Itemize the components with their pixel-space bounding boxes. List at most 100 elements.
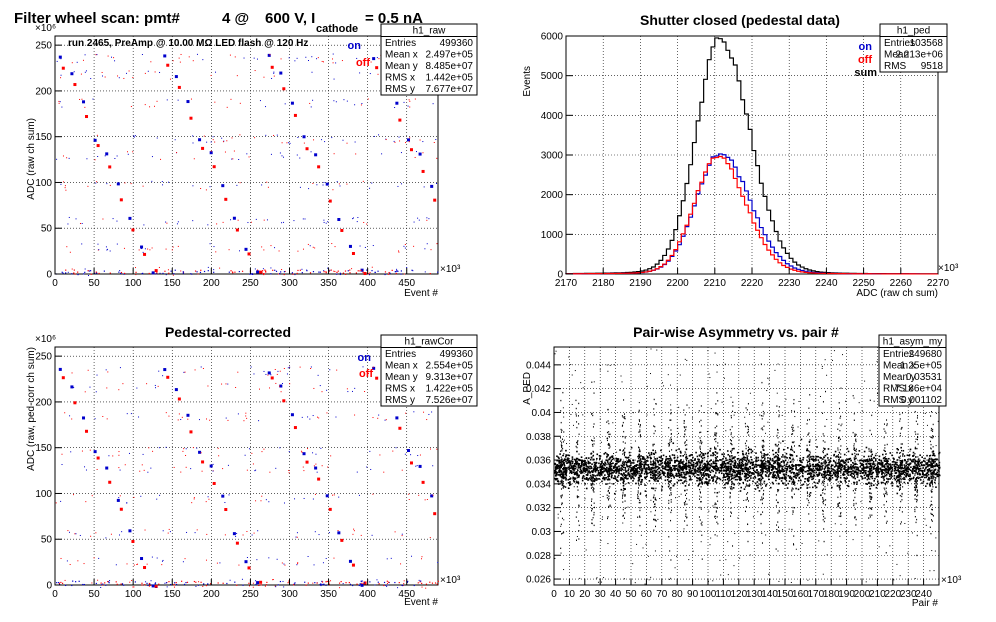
asym-spike-dot bbox=[590, 487, 592, 489]
asym-dot bbox=[581, 471, 584, 474]
scatter-dot bbox=[200, 581, 202, 583]
scatter-dot bbox=[363, 221, 365, 223]
scatter-dot bbox=[130, 413, 132, 415]
asym-dot bbox=[555, 465, 558, 467]
scatter-dot bbox=[146, 563, 148, 565]
scatter-dot bbox=[123, 584, 125, 586]
asym-spike-dot bbox=[562, 487, 564, 489]
asym-dot bbox=[830, 465, 833, 468]
asym-dot bbox=[685, 462, 688, 464]
scatter-dot bbox=[178, 57, 180, 59]
scatter-dot bbox=[418, 219, 420, 221]
scatter-dot bbox=[155, 586, 157, 588]
asym-dot bbox=[723, 453, 725, 455]
asym-dot bbox=[883, 475, 885, 478]
scatter-dot bbox=[316, 58, 318, 60]
panel1-title-main: Filter wheel scan: pmt# bbox=[14, 10, 181, 27]
asym-dot bbox=[735, 475, 737, 478]
asym-dot bbox=[849, 466, 852, 468]
scatter-dot bbox=[227, 419, 229, 421]
asym-dot bbox=[842, 472, 845, 475]
asym-dot bbox=[564, 472, 567, 474]
scatter-dot bbox=[95, 391, 97, 393]
asym-spike-dot bbox=[578, 476, 580, 479]
off-mark bbox=[270, 376, 274, 380]
asym-dot bbox=[930, 477, 933, 479]
asym-dot bbox=[554, 462, 556, 465]
asym-dot bbox=[558, 462, 560, 464]
asym-dot bbox=[772, 474, 775, 476]
asym-spike-dot bbox=[609, 458, 611, 460]
scatter-dot bbox=[265, 134, 267, 136]
asym-dot bbox=[756, 460, 758, 462]
scatter-dot bbox=[334, 246, 336, 248]
scatter-dot bbox=[156, 100, 158, 102]
on-mark bbox=[209, 464, 213, 468]
asym-dot bbox=[723, 470, 725, 472]
scatter-dot bbox=[303, 497, 305, 499]
asym-spike-dot bbox=[623, 413, 625, 415]
asym-dot bbox=[924, 474, 926, 476]
scatter-dot bbox=[138, 416, 140, 418]
asym-dot bbox=[644, 470, 647, 473]
asym-dot bbox=[779, 464, 782, 467]
asym-dot bbox=[786, 447, 789, 449]
asym-dot bbox=[704, 463, 707, 465]
asym-dot bbox=[927, 470, 930, 473]
scatter-dot bbox=[186, 531, 188, 533]
asym-dot bbox=[731, 474, 734, 477]
scatter-dot bbox=[71, 273, 73, 275]
asym-dot bbox=[677, 479, 680, 482]
scatter-dot bbox=[141, 273, 143, 275]
asym-dot bbox=[928, 477, 931, 480]
asym-dot bbox=[673, 465, 675, 467]
scatter-dot bbox=[390, 557, 392, 559]
asym-dot bbox=[589, 458, 592, 461]
asym-dot bbox=[715, 457, 717, 460]
scatter-dot bbox=[394, 107, 396, 109]
asym-dot bbox=[782, 473, 785, 476]
scatter-dot bbox=[222, 582, 224, 584]
scatter-dot bbox=[301, 272, 303, 274]
off-mark bbox=[363, 581, 367, 585]
asym-spike-dot bbox=[562, 447, 564, 450]
scatter-dot bbox=[436, 448, 438, 450]
panel3-marks bbox=[55, 366, 439, 589]
asym-dot bbox=[712, 462, 715, 465]
asym-dot bbox=[910, 477, 913, 480]
asym-dot bbox=[808, 453, 811, 456]
scatter-dot bbox=[319, 583, 321, 585]
asym-dot bbox=[801, 461, 803, 464]
asym-dot bbox=[755, 471, 758, 474]
asym-dot bbox=[887, 481, 889, 483]
asym-dot bbox=[712, 477, 714, 479]
scatter-dot bbox=[303, 470, 305, 472]
asym-spike-dot bbox=[622, 450, 624, 452]
scatter-dot bbox=[400, 273, 402, 275]
stats-row-label: Entries bbox=[385, 38, 416, 49]
asym-dot bbox=[572, 479, 575, 482]
asym-dot bbox=[802, 472, 804, 475]
asym-dot bbox=[568, 468, 570, 470]
asym-dot bbox=[687, 465, 689, 467]
asym-dot bbox=[621, 478, 624, 481]
asym-dot bbox=[750, 458, 753, 461]
asym-dot bbox=[824, 471, 827, 474]
asym-dot bbox=[889, 466, 892, 468]
asym-spike-dot bbox=[606, 478, 608, 481]
asym-dot bbox=[693, 459, 696, 461]
asym-dot bbox=[925, 463, 928, 466]
asym-dot bbox=[934, 473, 937, 475]
stats-row-label: Mean y bbox=[385, 372, 418, 383]
scatter-dot bbox=[210, 74, 212, 76]
asym-dot bbox=[694, 458, 696, 460]
asym-spike-dot bbox=[609, 436, 611, 438]
scatter-dot bbox=[141, 584, 143, 586]
asym-dot bbox=[694, 469, 697, 471]
asym-dot bbox=[906, 466, 909, 468]
asym-dot bbox=[594, 467, 597, 469]
asym-dot bbox=[890, 473, 892, 476]
asym-dot bbox=[876, 463, 879, 465]
scatter-dot bbox=[119, 495, 121, 497]
scatter-dot bbox=[395, 270, 397, 273]
